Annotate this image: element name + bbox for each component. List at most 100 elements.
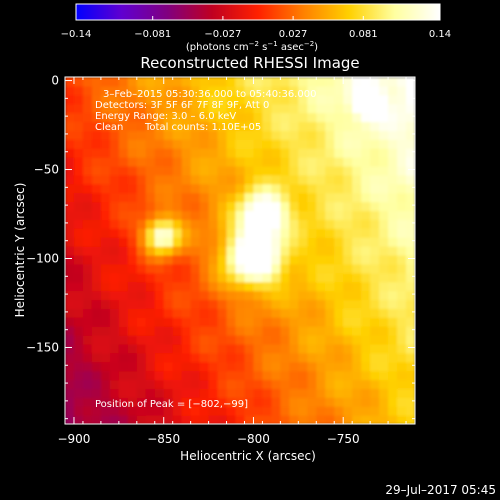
heatmap-cell <box>361 246 371 256</box>
heatmap-cell <box>361 174 371 185</box>
heatmap-cell <box>199 254 210 265</box>
heatmap-cell <box>181 201 192 212</box>
heatmap-cell <box>118 335 129 345</box>
heatmap-cell <box>181 272 192 283</box>
heatmap-cell <box>262 272 273 283</box>
heatmap-cell <box>370 263 380 274</box>
heatmap-cell <box>73 77 84 87</box>
heatmap-cell <box>307 165 317 176</box>
heatmap-cell <box>253 148 264 158</box>
colorbar-ticks <box>75 16 441 20</box>
colorbar-unit-label: (photons cm−2 s−1 asec−2) <box>186 40 318 53</box>
heatmap-cell <box>127 246 138 256</box>
heatmap-cell <box>262 192 273 203</box>
heatmap-cell <box>190 352 201 363</box>
heatmap-cell <box>244 263 255 274</box>
heatmap-cell <box>190 415 201 424</box>
heatmap-cell <box>361 192 371 203</box>
heatmap-cell <box>253 165 264 176</box>
heatmap-cell <box>235 370 246 381</box>
heatmap-cell <box>271 219 281 229</box>
heatmap-cell <box>190 77 201 87</box>
heatmap-cell <box>370 299 380 309</box>
heatmap-cell <box>325 77 335 87</box>
heatmap-cell <box>406 210 415 220</box>
heatmap-cell <box>298 317 308 327</box>
heatmap-cell <box>136 290 147 301</box>
heatmap-cell <box>127 370 138 381</box>
heatmap-cell <box>388 183 398 194</box>
heatmap-cell <box>181 183 192 194</box>
heatmap-cell <box>199 174 210 185</box>
heatmap-cell <box>244 183 255 194</box>
heatmap-cell <box>388 157 398 167</box>
x-axis-tick-label: −850 <box>147 432 180 446</box>
heatmap-cell <box>65 94 75 105</box>
heatmap-cell <box>352 112 362 123</box>
heatmap-cell <box>226 343 237 354</box>
heatmap-cell <box>379 335 389 345</box>
y-axis-ticks <box>65 80 415 420</box>
heatmap-cell <box>136 281 147 292</box>
heatmap-cell <box>118 272 129 283</box>
heatmap-cell <box>289 228 299 238</box>
heatmap-cell <box>388 85 398 96</box>
heatmap-cell <box>199 77 210 87</box>
heatmap-cell <box>307 406 317 416</box>
heatmap-cell <box>172 370 183 381</box>
heatmap-cell <box>271 263 281 274</box>
heatmap-cell <box>253 272 264 283</box>
heatmap-cell <box>406 228 415 238</box>
heatmap-cell <box>127 77 138 87</box>
heatmap-cell <box>208 94 219 105</box>
heatmap-cell <box>343 121 353 131</box>
heatmap-cell <box>82 281 93 292</box>
heatmap-cell <box>145 157 156 167</box>
heatmap-cell <box>154 308 165 318</box>
heatmap-cell <box>208 406 219 416</box>
heatmap-cell <box>253 361 264 372</box>
heatmap-cell <box>244 121 255 131</box>
heatmap-cell <box>289 192 299 203</box>
heatmap-cell <box>325 326 335 336</box>
heatmap-cell <box>91 192 102 203</box>
heatmap-cell <box>154 246 165 256</box>
heatmap-cell <box>298 103 308 114</box>
heatmap-cell <box>172 415 183 424</box>
heatmap-cell <box>73 415 84 424</box>
heatmap-cell <box>280 388 290 398</box>
heatmap-cell <box>343 326 353 336</box>
heatmap-cell <box>253 246 264 256</box>
heatmap-cell <box>82 201 93 212</box>
heatmap-cell <box>289 379 299 390</box>
heatmap-cell <box>190 317 201 327</box>
heatmap-cell <box>226 272 237 283</box>
heatmap-cell <box>145 112 156 123</box>
heatmap-cell <box>307 352 317 363</box>
heatmap-cell <box>289 148 299 158</box>
heatmap-cell <box>316 317 326 327</box>
heatmap-cell <box>100 148 111 158</box>
heatmap-cell <box>361 370 371 381</box>
heatmap-cell <box>163 335 174 345</box>
heatmap-cell <box>280 121 290 131</box>
heatmap-cell <box>352 379 362 390</box>
heatmap-cell <box>334 406 344 416</box>
heatmap-cell <box>406 254 415 265</box>
heatmap-cell <box>262 103 273 114</box>
heatmap-cell <box>217 165 228 176</box>
heatmap-cell <box>172 165 183 176</box>
heatmap-cell <box>65 406 75 416</box>
heatmap-cell <box>406 308 415 318</box>
heatmap-cell <box>280 370 290 381</box>
heatmap-cell <box>181 379 192 390</box>
heatmap-cell <box>352 174 362 185</box>
heatmap-cell <box>226 237 237 247</box>
heatmap-cell <box>352 246 362 256</box>
heatmap-cell <box>325 317 335 327</box>
heatmap-cell <box>65 281 75 292</box>
heatmap-cell <box>280 343 290 354</box>
heatmap-cell <box>127 361 138 372</box>
heatmap-cell <box>316 281 326 292</box>
heatmap-cell <box>298 112 308 123</box>
